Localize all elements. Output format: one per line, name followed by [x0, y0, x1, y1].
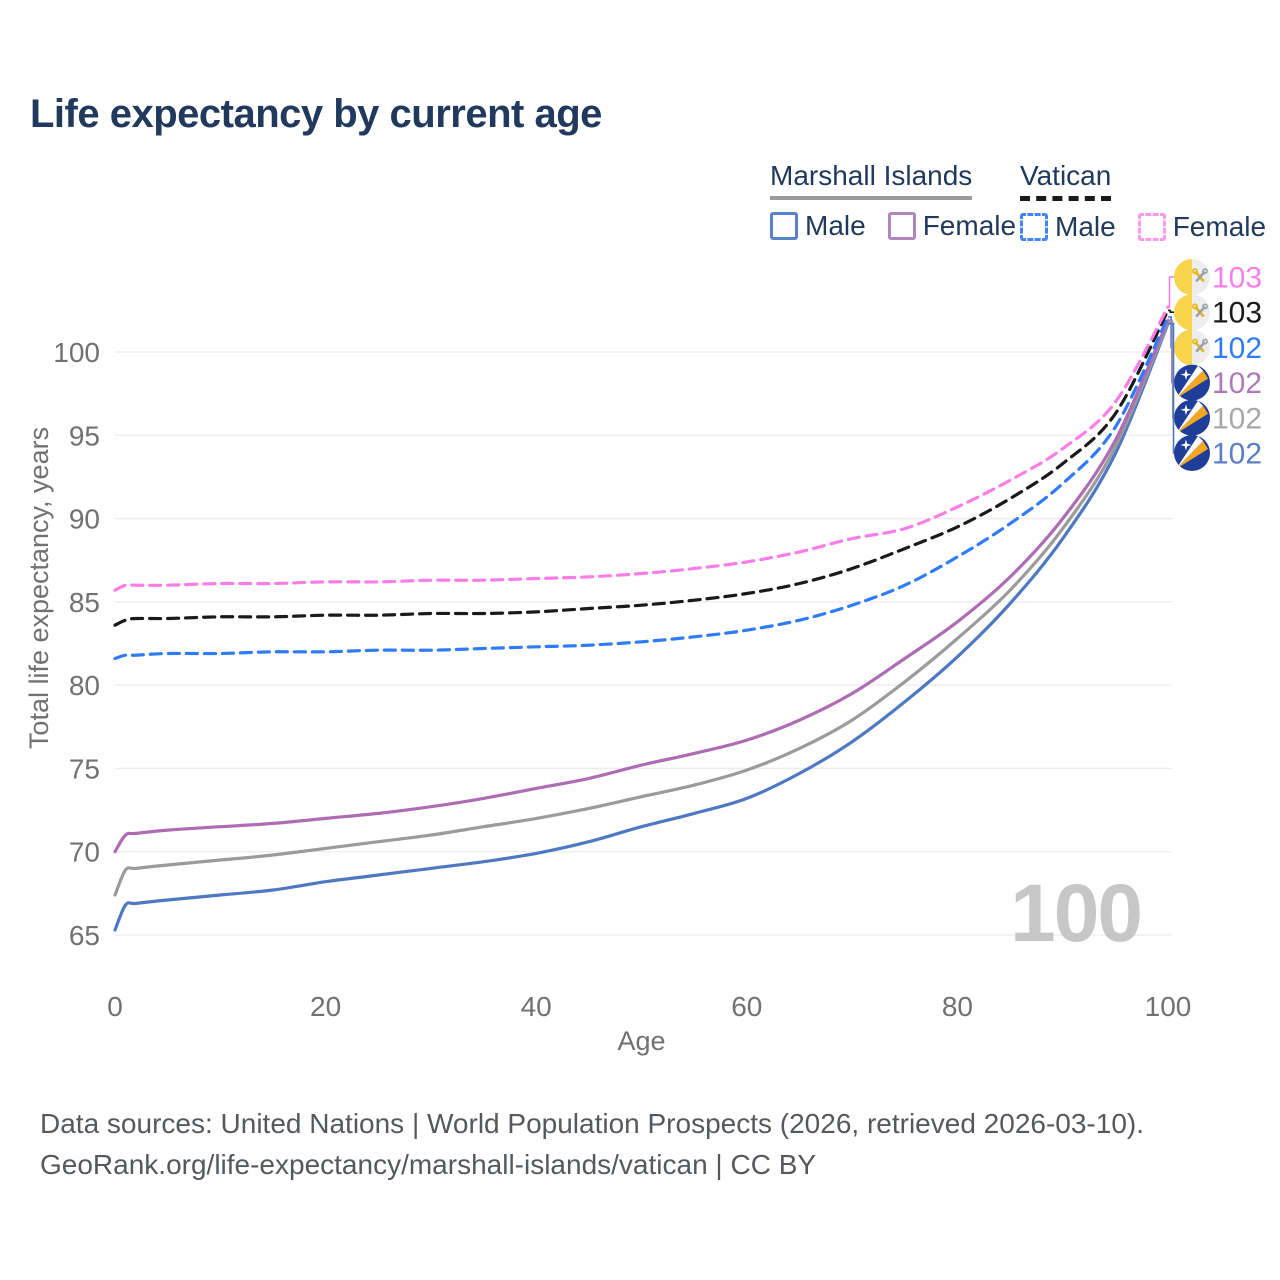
label-connector-line — [1168, 322, 1175, 454]
grid-layer — [115, 351, 1172, 936]
end-value-label-vatican-all: 103 — [1212, 297, 1262, 330]
legend-item-label: Female — [922, 209, 1017, 241]
y-tick-label: 75 — [69, 753, 100, 784]
end-value-label-marshall-islands-female: 102 — [1212, 367, 1262, 400]
vatican-flag-icon — [1172, 328, 1212, 367]
y-tick-label: 100 — [53, 337, 100, 368]
vatican-flag-icon — [1172, 292, 1212, 332]
legend-item-label: Female — [1172, 210, 1267, 242]
x-tick-label: 80 — [942, 991, 973, 1022]
vatican-flag-icon — [1172, 257, 1212, 297]
vatican-female-checkbox-icon[interactable] — [1137, 212, 1166, 241]
y-tick-label: 65 — [69, 920, 100, 951]
y-tick-label: 80 — [69, 670, 100, 701]
marshall-islands-line-style-swatch — [770, 195, 973, 200]
legend-group-title-marshall-islands[interactable]: Marshall Islands — [770, 160, 973, 191]
label-connector-line — [1168, 276, 1174, 308]
x-tick-label: 20 — [310, 991, 341, 1022]
end-value-label-marshall-islands-all: 102 — [1212, 402, 1262, 435]
end-value-label-vatican-male: 102 — [1212, 332, 1262, 365]
x-tick-label: 100 — [1145, 991, 1192, 1022]
vatican-male-checkbox-icon[interactable] — [1020, 212, 1048, 241]
legend-item-marshall-islands-female[interactable]: Female — [887, 209, 1017, 242]
legend-item-label: Male — [1055, 210, 1116, 242]
series-line-vatican-female[interactable] — [113, 305, 1170, 592]
watermark: 100 — [1010, 868, 1141, 959]
legend-item-label: Male — [805, 209, 866, 241]
x-tick-label: 60 — [731, 991, 762, 1022]
series-line-marshall-islands-all[interactable] — [113, 320, 1170, 897]
y-tick-label: 90 — [69, 504, 100, 535]
legend-item-vatican-male[interactable]: Male — [1020, 211, 1116, 243]
marshall-islands-flag-icon — [1174, 435, 1210, 471]
series-line-vatican-all[interactable] — [113, 308, 1170, 627]
end-value-label-vatican-female: 103 — [1212, 262, 1262, 295]
series-line-vatican-male[interactable] — [113, 315, 1170, 661]
marshall-islands-male-checkbox-icon[interactable] — [770, 211, 798, 240]
y-tick-label: 70 — [69, 837, 100, 868]
watermark-layer: 100 — [1010, 868, 1143, 959]
legend-group-title-vatican[interactable]: Vatican — [1020, 160, 1112, 191]
y-axis-title: Total life expectancy, years — [24, 427, 54, 749]
x-axis-title: Age — [617, 1026, 665, 1056]
x-tick-label: 0 — [107, 991, 123, 1022]
end-value-label-marshall-islands-male: 102 — [1212, 438, 1262, 471]
series-layer — [113, 305, 1170, 932]
series-line-marshall-islands-female[interactable] — [113, 318, 1170, 854]
legend-item-vatican-female[interactable]: Female — [1137, 210, 1267, 243]
y-tick-label: 95 — [69, 420, 100, 451]
marshall-islands-flag-icon — [1174, 400, 1210, 436]
marshall-islands-flag-icon — [1174, 365, 1210, 401]
x-tick-label: 40 — [521, 991, 552, 1022]
page-title: Life expectancy by current age — [30, 92, 602, 136]
legend-group-vatican: Vatican Male Female — [1020, 160, 1267, 243]
legend-group-marshall-islands: Marshall Islands Male Female — [770, 160, 1017, 242]
marshall-islands-female-checkbox-icon[interactable] — [887, 211, 916, 240]
vatican-line-style-swatch — [1020, 195, 1112, 201]
label-connector-line — [1168, 309, 1174, 313]
footer: Data sources: United Nations | World Pop… — [40, 1103, 1144, 1185]
legend-item-marshall-islands-male[interactable]: Male — [770, 210, 866, 242]
footer-attribution: GeoRank.org/life-expectancy/marshall-isl… — [40, 1149, 817, 1180]
y-tick-label: 85 — [69, 587, 100, 618]
footer-data-sources: Data sources: United Nations | World Pop… — [40, 1108, 1145, 1139]
series-line-marshall-islands-male[interactable] — [113, 322, 1170, 932]
axis-layer: 65 70 75 80 85 90 95 100 0 20 40 60 80 100 Age Total li… — [24, 337, 1191, 1056]
